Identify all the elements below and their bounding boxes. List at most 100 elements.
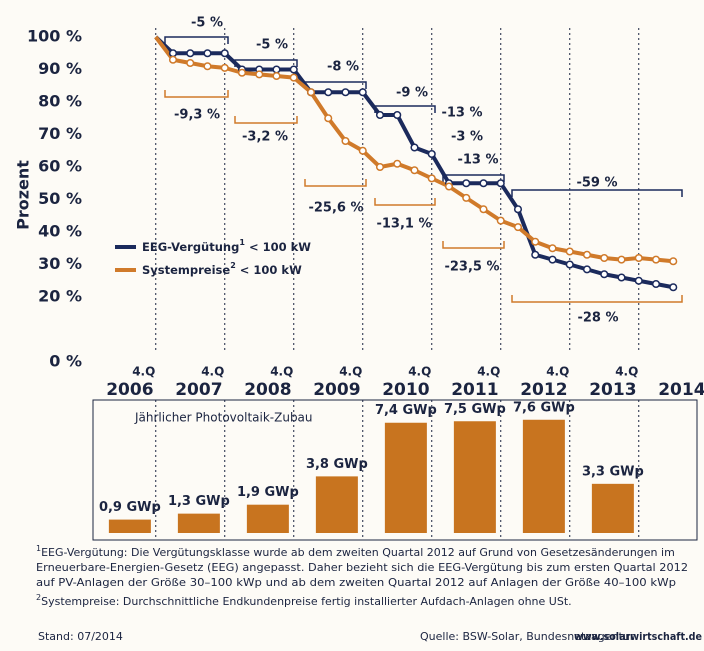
footnote-line: Systempreise: Durchschnittliche Endkunde… <box>41 595 572 608</box>
bar-value-label: 7,5 GWp <box>444 402 506 417</box>
y-tick-label: 70 % <box>38 124 82 143</box>
bar-value-label: 3,8 GWp <box>306 457 368 472</box>
bar <box>108 519 151 533</box>
data-point <box>634 276 643 285</box>
data-point <box>513 205 523 214</box>
year-label: 2012 <box>520 380 567 400</box>
legend-suffix: < 100 kW <box>236 263 302 277</box>
y-tick-label: 0 % <box>49 352 82 371</box>
annotation: -9 % <box>396 86 428 101</box>
data-point <box>479 179 488 188</box>
data-point <box>600 253 609 263</box>
annotation: -9,3 % <box>174 108 220 123</box>
data-point <box>341 136 350 146</box>
footnote: 1EEG-Vergütung: Die Vergütungsklasse wur… <box>36 544 675 559</box>
year-label: 2011 <box>451 380 498 400</box>
data-point <box>444 182 454 191</box>
x-tick-label: 4.Q <box>615 365 638 379</box>
bracket <box>304 81 367 89</box>
data-point <box>220 49 229 58</box>
legend-note: 2 <box>230 261 236 270</box>
x-tick-label: 4.Q <box>339 365 362 379</box>
annotation: -28 % <box>577 311 618 326</box>
data-point <box>324 114 333 123</box>
annotation: -5 % <box>191 16 223 31</box>
bracket <box>442 174 505 182</box>
data-point <box>203 62 212 71</box>
bar <box>591 483 634 533</box>
bar <box>522 419 565 533</box>
data-point <box>531 237 540 246</box>
data-point <box>669 257 678 266</box>
x-tick-label: 4.Q <box>546 365 569 379</box>
bar <box>453 421 496 533</box>
bar-value-label: 1,9 GWp <box>237 485 299 500</box>
bracket <box>234 59 298 67</box>
bar-title: Jährlicher Photovoltaik-Zubau <box>134 411 313 425</box>
bar-value-label: 1,3 GWp <box>168 494 230 509</box>
bracket <box>442 241 505 249</box>
data-point <box>410 143 419 152</box>
data-point <box>393 159 402 168</box>
x-tick-label: 4.Q <box>270 365 293 379</box>
annotation: -59 % <box>576 176 617 191</box>
bar <box>246 504 289 533</box>
data-point <box>272 65 281 74</box>
data-point <box>306 88 316 97</box>
footer-source: Quelle: BSW-Solar, Bundesnetzagentur <box>420 630 635 643</box>
data-point <box>186 49 195 58</box>
legend-note: 1 <box>239 238 245 247</box>
data-point <box>462 193 471 202</box>
y-tick-label: 50 % <box>38 189 82 208</box>
data-point <box>651 255 661 264</box>
data-point <box>496 216 505 225</box>
x-tick-label: 4.Q <box>132 365 155 379</box>
footnote-line: Erneuerbare-Energien-Gesetz (EEG) angepa… <box>36 561 688 574</box>
legend-suffix: < 100 kW <box>245 240 311 254</box>
data-point <box>651 279 661 289</box>
annotation: -13 % <box>457 153 498 168</box>
data-point <box>255 70 264 79</box>
bar-panel <box>92 399 698 541</box>
data-point <box>548 255 557 264</box>
bracket <box>511 295 683 303</box>
y-tick-label: 40 % <box>38 222 82 241</box>
data-point <box>548 244 557 253</box>
footnote-marker: 2 <box>36 593 41 602</box>
legend-entry: Systempreise2 < 100 kW <box>142 261 302 277</box>
bracket <box>164 90 229 98</box>
annotation: -13,1 % <box>376 217 431 232</box>
data-point <box>479 205 488 214</box>
year-label: 2014 <box>658 380 704 400</box>
data-point <box>427 149 436 159</box>
x-tick-label: 4.Q <box>201 365 224 379</box>
data-point <box>168 49 178 58</box>
year-label: 2010 <box>382 380 429 400</box>
annotation: -5 % <box>256 38 288 53</box>
y-tick-label: 100 % <box>27 27 82 46</box>
data-point <box>358 146 367 155</box>
data-point <box>427 174 436 183</box>
data-point <box>186 58 195 68</box>
data-point <box>617 255 626 264</box>
year-label: 2006 <box>106 380 153 400</box>
data-point <box>375 110 385 120</box>
annotation: -3,2 % <box>242 130 288 145</box>
bar-value-label: 3,3 GWp <box>582 464 644 479</box>
legend-name: EEG-Vergütung <box>142 240 239 254</box>
bar-value-label: 0,9 GWp <box>99 500 161 515</box>
data-point <box>617 273 626 282</box>
data-point <box>324 88 333 97</box>
bracket <box>511 189 683 197</box>
data-point <box>289 65 298 74</box>
year-label: 2007 <box>175 380 222 400</box>
data-point <box>393 110 402 120</box>
year-label: 2013 <box>589 380 636 400</box>
data-point <box>496 179 505 188</box>
bracket <box>304 179 367 187</box>
footnote-marker: 1 <box>36 544 41 553</box>
bar-value-label: 7,6 GWp <box>513 400 575 415</box>
data-point <box>462 179 471 188</box>
data-point <box>289 73 298 82</box>
